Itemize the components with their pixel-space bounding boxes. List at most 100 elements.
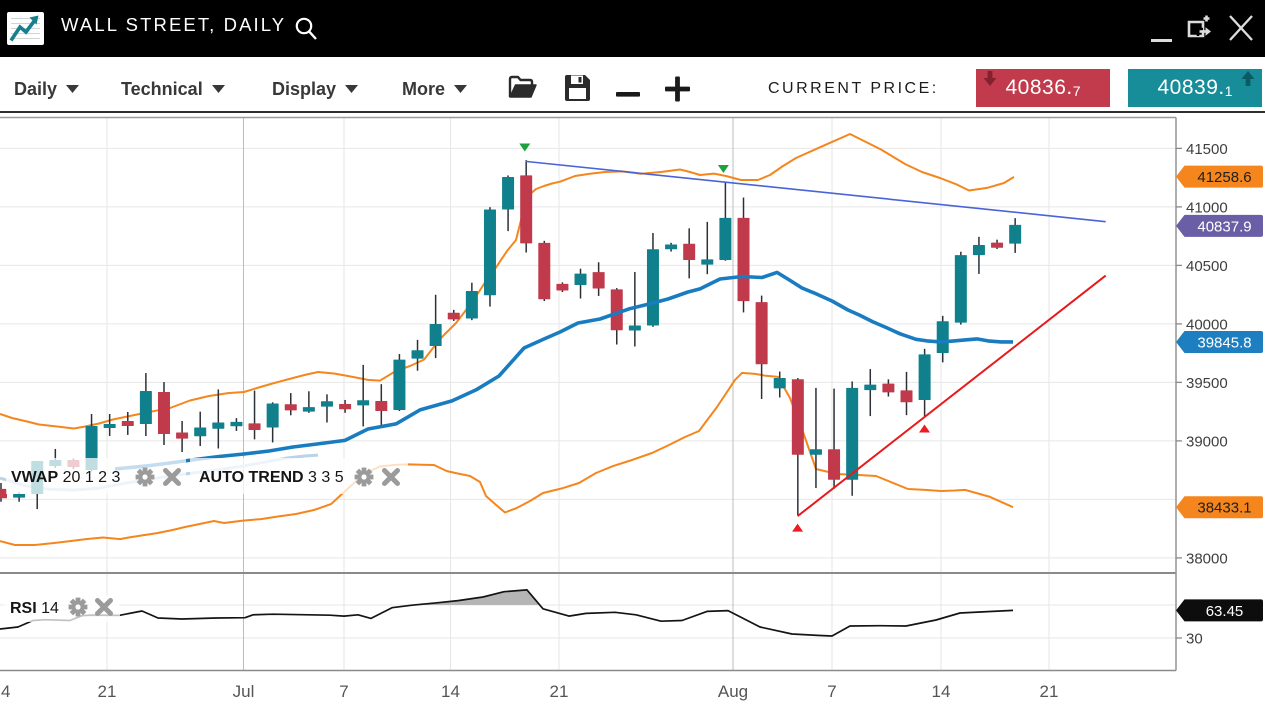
candle xyxy=(429,294,442,359)
search-icon[interactable] xyxy=(293,16,319,42)
candle-body-up xyxy=(628,325,641,331)
candle-body-up xyxy=(429,324,442,347)
candle xyxy=(357,364,370,427)
candle-body-up xyxy=(936,321,949,354)
candle xyxy=(791,377,804,516)
remove-indicator-icon[interactable] xyxy=(382,468,400,486)
candle-body-down xyxy=(991,242,1004,248)
candle xyxy=(212,389,225,449)
vwap-label: VWAP 20 1 2 3 xyxy=(11,469,121,486)
candle-body-up xyxy=(266,403,279,428)
zoom-out-button[interactable] xyxy=(616,85,642,103)
current-price-label: CURRENT PRICE: xyxy=(768,80,939,97)
candle xyxy=(230,418,243,431)
candle xyxy=(755,295,768,400)
remove-indicator-icon[interactable] xyxy=(95,598,113,616)
candle xyxy=(538,240,551,302)
tag-shape xyxy=(1176,165,1263,188)
candle xyxy=(972,236,985,274)
candle-body-up xyxy=(230,421,243,427)
buy-price-value: 40839. xyxy=(1157,76,1225,99)
rsi-tick-label: 30 xyxy=(1186,631,1203,648)
rsi-label: RSI 14 xyxy=(10,600,59,617)
candle xyxy=(266,402,279,443)
candle xyxy=(176,421,189,453)
menu-timeframe[interactable]: Daily xyxy=(14,76,80,102)
candle-body-down xyxy=(121,421,134,427)
swing-low-marker xyxy=(792,523,804,532)
candle-body-up xyxy=(773,377,786,389)
candle-body-down xyxy=(176,432,189,439)
swing-high-marker xyxy=(717,165,729,173)
save-button[interactable] xyxy=(563,73,592,106)
indicator-labels: VWAP 20 1 2 3 AUTO TREND 3 3 5 RSI 14 xyxy=(10,467,400,617)
resistance-trendline xyxy=(525,160,1106,223)
settings-gear-icon[interactable] xyxy=(354,467,374,487)
menu-display[interactable]: Display xyxy=(272,76,359,102)
candle-body-up xyxy=(103,424,116,429)
candle xyxy=(103,413,116,436)
candle xyxy=(139,373,152,436)
minimize-button[interactable] xyxy=(1150,14,1173,43)
sell-price-value: 40836. xyxy=(1005,76,1073,99)
open-folder-button[interactable] xyxy=(508,73,538,106)
settings-gear-icon[interactable] xyxy=(135,467,155,487)
candle-body-down xyxy=(882,383,895,393)
menu-technical[interactable]: Technical xyxy=(121,76,225,102)
candle-body-up xyxy=(665,244,678,250)
price-tick-label: 39000 xyxy=(1186,433,1228,450)
buy-price-button[interactable]: 40839. 1 xyxy=(1128,69,1262,107)
price-tag: 39845.8 xyxy=(1176,330,1263,353)
candle xyxy=(846,381,859,496)
candle-body-up xyxy=(918,354,931,400)
candle xyxy=(556,282,569,293)
price-tick-label: 40000 xyxy=(1186,316,1228,333)
candle-body-down xyxy=(791,379,804,455)
swing-high-marker xyxy=(519,143,531,152)
candle-body-down xyxy=(592,272,605,289)
price-axis: 41500 41000 40500 40000 39500 39000 38000 30 xyxy=(1176,141,1228,648)
price-tick-label: 41500 xyxy=(1186,141,1228,158)
candle xyxy=(828,388,841,489)
candle-body-up xyxy=(701,259,714,265)
candle-body-up xyxy=(809,449,822,455)
time-tick-label: 14 xyxy=(441,682,460,701)
remove-indicator-icon[interactable] xyxy=(163,468,181,486)
candle xyxy=(0,483,7,502)
candle xyxy=(864,369,877,417)
title-bar: WALL STREET, DAILY xyxy=(0,0,1265,57)
candle xyxy=(918,348,931,418)
candle-body-down xyxy=(248,423,261,431)
chevron-down-icon xyxy=(454,85,468,93)
zoom-in-button[interactable] xyxy=(665,76,691,107)
candle-body-down xyxy=(538,242,551,300)
sell-price-button[interactable]: 40836. 7 xyxy=(976,69,1110,107)
candle xyxy=(483,207,496,307)
settings-gear-icon[interactable] xyxy=(68,597,88,617)
close-button[interactable] xyxy=(1227,14,1255,42)
candle-body-down xyxy=(0,488,7,499)
candle-body-down xyxy=(683,243,696,261)
candle-body-up xyxy=(502,176,515,210)
candle xyxy=(248,390,261,440)
candle xyxy=(646,232,659,327)
candle xyxy=(1009,218,1022,253)
buy-price-frac: 1 xyxy=(1224,83,1233,99)
candle xyxy=(954,251,967,325)
candle xyxy=(157,382,170,445)
chevron-down-icon xyxy=(345,85,359,93)
candle xyxy=(900,371,913,416)
tag-value: 41258.6 xyxy=(1197,169,1251,186)
candle xyxy=(339,399,352,413)
menu-more[interactable]: More xyxy=(402,76,468,102)
candle-body-up xyxy=(574,273,587,285)
candle-body-down xyxy=(900,390,913,403)
swing-low-marker xyxy=(919,424,930,433)
popout-button[interactable] xyxy=(1186,14,1214,42)
chevron-down-icon xyxy=(211,85,225,93)
arrow-down-icon xyxy=(983,71,997,86)
time-tick-label: 21 xyxy=(1040,682,1059,701)
price-tag: 40837.9 xyxy=(1176,214,1263,237)
